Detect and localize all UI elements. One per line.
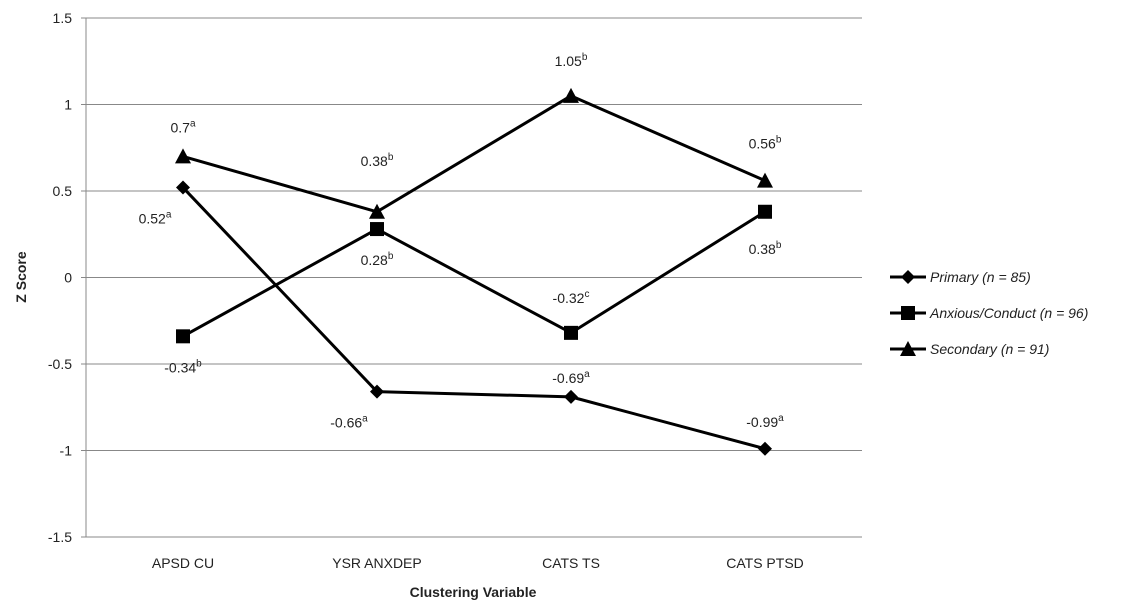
y-tick-label: -1.5 <box>48 529 72 545</box>
legend-entry: Anxious/Conduct (n = 96) <box>890 305 1088 321</box>
y-tick-label: 0 <box>64 270 72 286</box>
data-label: -0.66a <box>330 414 368 431</box>
data-label: 0.38b <box>749 240 782 257</box>
x-axis-title: Clustering Variable <box>410 584 537 600</box>
data-point-diamond <box>176 180 190 195</box>
data-point-square <box>370 222 384 237</box>
data-point-diamond <box>564 389 578 404</box>
data-point-diamond <box>901 270 915 284</box>
data-label: 0.56b <box>749 135 782 152</box>
data-label: -0.99a <box>746 413 784 430</box>
data-point-diamond <box>370 384 384 399</box>
x-tick-label: YSR ANXDEP <box>332 555 421 571</box>
gridlines <box>86 17 862 538</box>
y-tick-label: -1 <box>60 443 73 459</box>
y-axis-title: Z Score <box>13 251 29 303</box>
series <box>175 87 773 456</box>
series-line <box>182 94 766 214</box>
data-point-square <box>176 329 190 344</box>
data-labels: 0.52a -0.66a -0.69a -0.99a -0.34b 0.28b -0.32c… <box>139 52 785 431</box>
data-label: 0.38b <box>361 152 394 169</box>
data-label: 1.05b <box>555 52 588 69</box>
data-label: -0.69a <box>552 369 590 386</box>
y-tick-label: -0.5 <box>48 356 72 372</box>
x-tick-label: APSD CU <box>152 555 214 571</box>
legend-entry: Secondary (n = 91) <box>890 341 1049 357</box>
legend-label: Primary (n = 85) <box>930 269 1031 285</box>
data-point-triangle <box>369 203 385 219</box>
data-label: 0.52a <box>139 210 172 227</box>
data-point-triangle <box>563 87 579 103</box>
data-point-square <box>758 204 772 219</box>
legend-label: Secondary (n = 91) <box>930 341 1049 357</box>
data-point-triangle <box>757 172 773 188</box>
data-label: 0.7a <box>170 118 195 135</box>
y-tick-label: 1 <box>64 97 72 113</box>
y-tick-label: 0.5 <box>53 183 73 199</box>
data-label: -0.34b <box>164 358 202 375</box>
axes: 1.5 1 0.5 0 -0.5 -1 -1.5 APSD CU YSR ANXDEP CATS … <box>48 10 804 571</box>
x-tick-label: CATS TS <box>542 555 600 571</box>
data-label: 0.28b <box>361 251 394 268</box>
legend-entry: Primary (n = 85) <box>890 269 1031 285</box>
data-point-diamond <box>758 441 772 456</box>
legend-label: Anxious/Conduct (n = 96) <box>929 305 1088 321</box>
data-point-square <box>564 325 578 340</box>
series-line <box>181 186 766 451</box>
data-label: -0.32c <box>553 289 590 306</box>
x-tick-label: CATS PTSD <box>726 555 804 571</box>
data-point-square <box>901 306 915 320</box>
legend: Primary (n = 85) Anxious/Conduct (n = 96)… <box>890 269 1088 357</box>
data-point-triangle <box>175 148 191 164</box>
y-tick-label: 1.5 <box>53 10 73 26</box>
series-line <box>182 210 766 338</box>
data-point-triangle <box>900 341 916 356</box>
